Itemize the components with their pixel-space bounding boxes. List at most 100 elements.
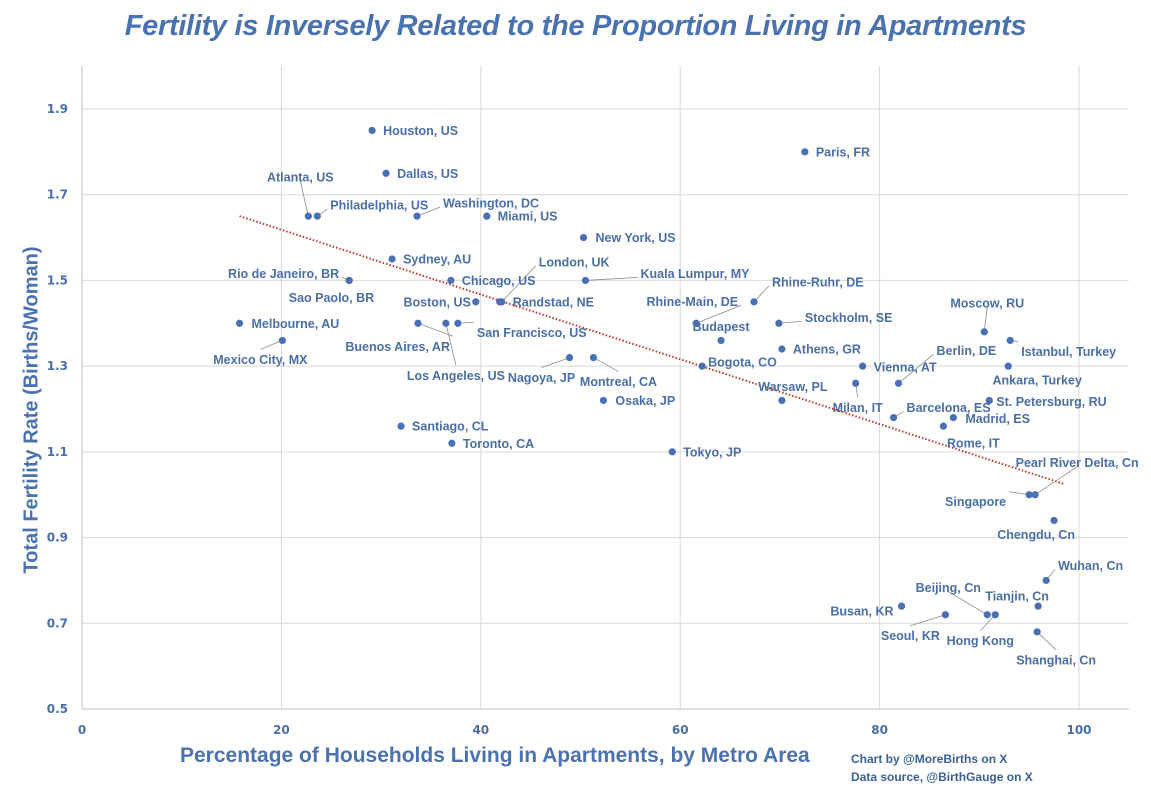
point-label: Rio de Janeiro, BR bbox=[228, 267, 339, 281]
point-label: Osaka, JP bbox=[615, 394, 675, 408]
data-point bbox=[980, 328, 988, 336]
leader-line bbox=[445, 323, 457, 366]
data-point bbox=[897, 602, 906, 610]
data-point bbox=[454, 319, 462, 327]
point-label: Seoul, KR bbox=[881, 629, 940, 643]
data-point bbox=[579, 233, 588, 242]
point-label: Montreal, CA bbox=[580, 375, 657, 389]
leader-line bbox=[979, 614, 996, 631]
point-label: Washington, DC bbox=[443, 197, 539, 211]
y-tick-label: 0.9 bbox=[47, 531, 68, 545]
leader-line bbox=[778, 320, 802, 324]
point-label: Beijing, Cn bbox=[916, 581, 981, 595]
data-point bbox=[1050, 516, 1058, 525]
point-label: Hong Kong bbox=[947, 634, 1014, 648]
leader-line bbox=[299, 181, 309, 217]
point-label: Bogota, CO bbox=[708, 356, 777, 370]
x-tick-label: 20 bbox=[273, 723, 290, 737]
data-point bbox=[313, 212, 321, 220]
data-point bbox=[775, 319, 783, 327]
data-point bbox=[565, 353, 574, 362]
data-point bbox=[599, 396, 608, 405]
point-label: Houston, US bbox=[383, 124, 458, 138]
data-point bbox=[1033, 628, 1041, 636]
point-label: Dallas, US bbox=[397, 167, 458, 181]
data-point bbox=[1034, 602, 1042, 610]
point-label: Chicago, US bbox=[462, 274, 536, 288]
leader-line bbox=[260, 340, 283, 350]
y-tick-label: 0.7 bbox=[47, 616, 68, 630]
point-label: San Francisco, US bbox=[477, 326, 587, 340]
data-point bbox=[991, 611, 999, 619]
y-tick-label: 1.7 bbox=[47, 188, 68, 202]
chart-title: Fertility is Inversely Related to the Pr… bbox=[124, 10, 1027, 42]
data-point bbox=[894, 379, 903, 387]
leader-line bbox=[696, 304, 742, 324]
data-point bbox=[698, 362, 706, 370]
data-point bbox=[778, 396, 786, 405]
leader-line bbox=[898, 353, 934, 384]
point-label: Atlanta, US bbox=[267, 171, 334, 185]
point-label: Chengdu, Cn bbox=[997, 528, 1075, 542]
y-tick-label: 1.3 bbox=[47, 359, 68, 373]
data-point bbox=[368, 126, 376, 135]
data-point bbox=[581, 276, 590, 285]
data-point bbox=[939, 422, 948, 430]
point-label: Tokyo, JP bbox=[683, 445, 741, 459]
point-label: Barcelona, ES bbox=[907, 401, 991, 415]
x-tick-label: 0 bbox=[78, 723, 86, 737]
point-label: Rhine-Ruhr, DE bbox=[772, 275, 864, 289]
point-label: Paris, FR bbox=[816, 145, 870, 159]
leader-line bbox=[541, 357, 570, 368]
data-point bbox=[941, 611, 950, 619]
data-point bbox=[778, 345, 786, 353]
point-label: Milan, IT bbox=[833, 401, 883, 415]
data-point bbox=[472, 298, 480, 306]
tick-labels: 0.5 0.7 0.9 1.1 1.3 1.5 1.7 1.9 0 20 40 60 80 100 bbox=[47, 102, 1092, 737]
point-label: Tianjin, Cn bbox=[985, 590, 1049, 604]
leader-line bbox=[948, 591, 988, 616]
data-point bbox=[496, 298, 504, 306]
data-point bbox=[983, 611, 991, 619]
data-point bbox=[859, 362, 867, 370]
point-label: Buenos Aires, AR bbox=[345, 340, 450, 354]
point-label: Shanghai, Cn bbox=[1016, 653, 1096, 667]
data-point bbox=[949, 413, 957, 422]
point-label: Singapore bbox=[945, 495, 1006, 509]
point-label: London, UK bbox=[539, 255, 610, 269]
point-label: Philadelphia, US bbox=[330, 199, 428, 213]
point-label: Wuhan, Cn bbox=[1058, 559, 1123, 573]
point-label: Stockholm, SE bbox=[805, 311, 893, 325]
leader-line bbox=[585, 277, 638, 281]
data-point bbox=[717, 336, 725, 345]
point-label: Pearl River Delta, Cn bbox=[1016, 456, 1139, 470]
y-tick-label: 1.1 bbox=[47, 445, 68, 459]
trendline bbox=[239, 215, 1065, 485]
data-point bbox=[388, 255, 396, 263]
data-point bbox=[889, 413, 898, 422]
data-point bbox=[1031, 491, 1039, 499]
leader-line bbox=[1036, 631, 1057, 651]
y-tick-label: 1.5 bbox=[47, 273, 68, 287]
point-label: Santiago, CL bbox=[412, 420, 489, 434]
x-axis-label: Percentage of Households Living in Apart… bbox=[180, 744, 810, 767]
point-label: Rome, IT bbox=[947, 437, 1000, 451]
point-label: New York, US bbox=[595, 231, 675, 245]
point-label: Boston, US bbox=[403, 295, 470, 309]
point-label: Moscow, RU bbox=[950, 296, 1024, 310]
point-label: Nagoya, JP bbox=[508, 371, 575, 385]
trendline-group bbox=[239, 215, 1065, 485]
leader-line bbox=[983, 306, 988, 332]
point-label: Ankara, Turkey bbox=[993, 374, 1082, 388]
point-label: Vienna, AT bbox=[874, 361, 937, 375]
point-label: Istanbul, Turkey bbox=[1021, 345, 1116, 359]
point-label: Mexico City, MX bbox=[213, 353, 308, 367]
point-label: St. Petersburg, RU bbox=[996, 395, 1106, 409]
x-tick-label: 60 bbox=[672, 723, 689, 737]
data-point bbox=[397, 422, 405, 430]
credit-data-source: Data source, @BirthGauge on X bbox=[851, 770, 1033, 784]
leader-line bbox=[1034, 466, 1078, 496]
gridlines bbox=[82, 66, 1129, 709]
point-label: Toronto, CA bbox=[463, 437, 534, 451]
data-point bbox=[278, 336, 286, 345]
